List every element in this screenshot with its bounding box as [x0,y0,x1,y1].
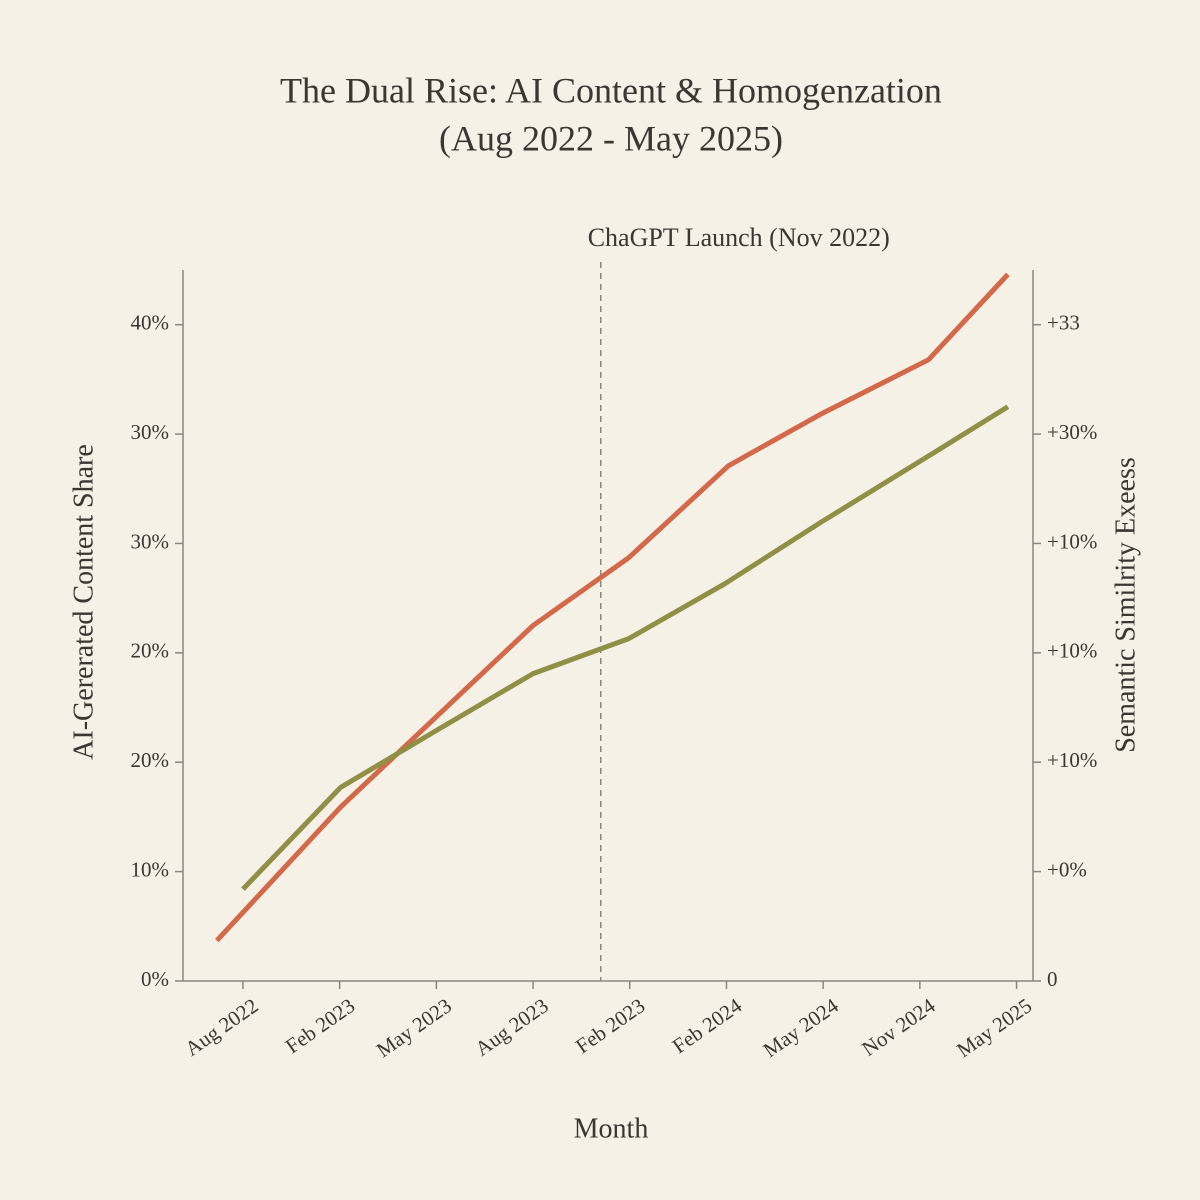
chart-subtitle: (Aug 2022 - May 2025) [439,118,783,158]
y-axis-label: AI-Gererated Content Share [68,444,99,760]
y-tick-label: 0% [141,967,169,991]
chart-title: The Dual Rise: AI Content & Homogenzatio… [280,70,942,110]
y-tick-label: 10% [131,857,170,881]
y2-tick-label: +30% [1047,420,1097,444]
data-line [215,272,1010,943]
data-line [241,404,1010,891]
y2-tick-label: +0% [1047,857,1087,881]
y2-tick-label: +33 [1047,311,1080,335]
y2-tick-label: +10% [1047,748,1097,772]
y-tick-label: 30% [131,420,170,444]
x-axis-label: Month [574,1113,649,1144]
y2-tick-label: +10% [1047,529,1097,553]
y2-axis-label: Semantic Similrity Exeess [1110,457,1141,753]
y-tick-label: 40% [131,311,170,335]
annotation-label: ChaGPT Launch (Nov 2022) [588,223,890,252]
y2-tick-label: +10% [1047,639,1097,663]
y2-tick-label: 0 [1047,967,1058,991]
y-tick-label: 30% [131,529,170,553]
y-tick-label: 20% [131,748,170,772]
y-tick-label: 20% [131,639,170,663]
